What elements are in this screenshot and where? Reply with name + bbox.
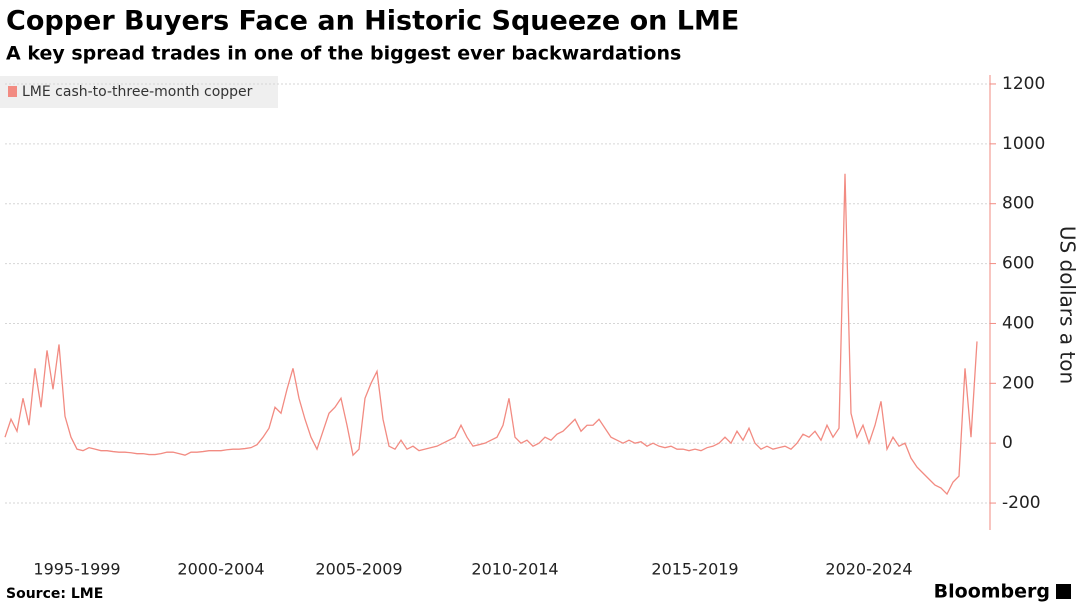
source: Source: LME xyxy=(6,586,103,602)
data-line xyxy=(4,173,978,496)
brand: Bloomberg xyxy=(934,581,1050,603)
chart-subtitle: A key spread trades in one of the bigges… xyxy=(6,43,681,65)
y-tick-label: 800 xyxy=(1002,194,1034,214)
y-tick-label: 1000 xyxy=(1002,134,1045,154)
x-tick-label: 2000-2004 xyxy=(177,560,264,579)
y-tick-label: -200 xyxy=(1002,493,1041,513)
y-tick-label: 400 xyxy=(1002,313,1034,333)
x-tick-label: 2010-2014 xyxy=(471,560,558,579)
legend-label: LME cash-to-three-month copper xyxy=(22,84,253,100)
legend-swatch xyxy=(8,86,17,97)
x-tick-label: 1995-1999 xyxy=(33,560,120,579)
legend-box xyxy=(0,76,278,108)
y-tick-label: 0 xyxy=(1002,433,1013,453)
y-axis-label: US dollars a ton xyxy=(1056,226,1080,384)
x-tick-label: 2005-2009 xyxy=(315,560,402,579)
y-tick-label: 600 xyxy=(1002,254,1034,274)
y-tick-label: 200 xyxy=(1002,373,1034,393)
brand-icon xyxy=(1056,584,1071,599)
chart-title: Copper Buyers Face an Historic Squeeze o… xyxy=(6,6,739,37)
x-tick-label: 2020-2024 xyxy=(825,560,912,579)
y-tick-label: 1200 xyxy=(1002,74,1045,94)
x-tick-label: 2015-2019 xyxy=(651,560,738,579)
